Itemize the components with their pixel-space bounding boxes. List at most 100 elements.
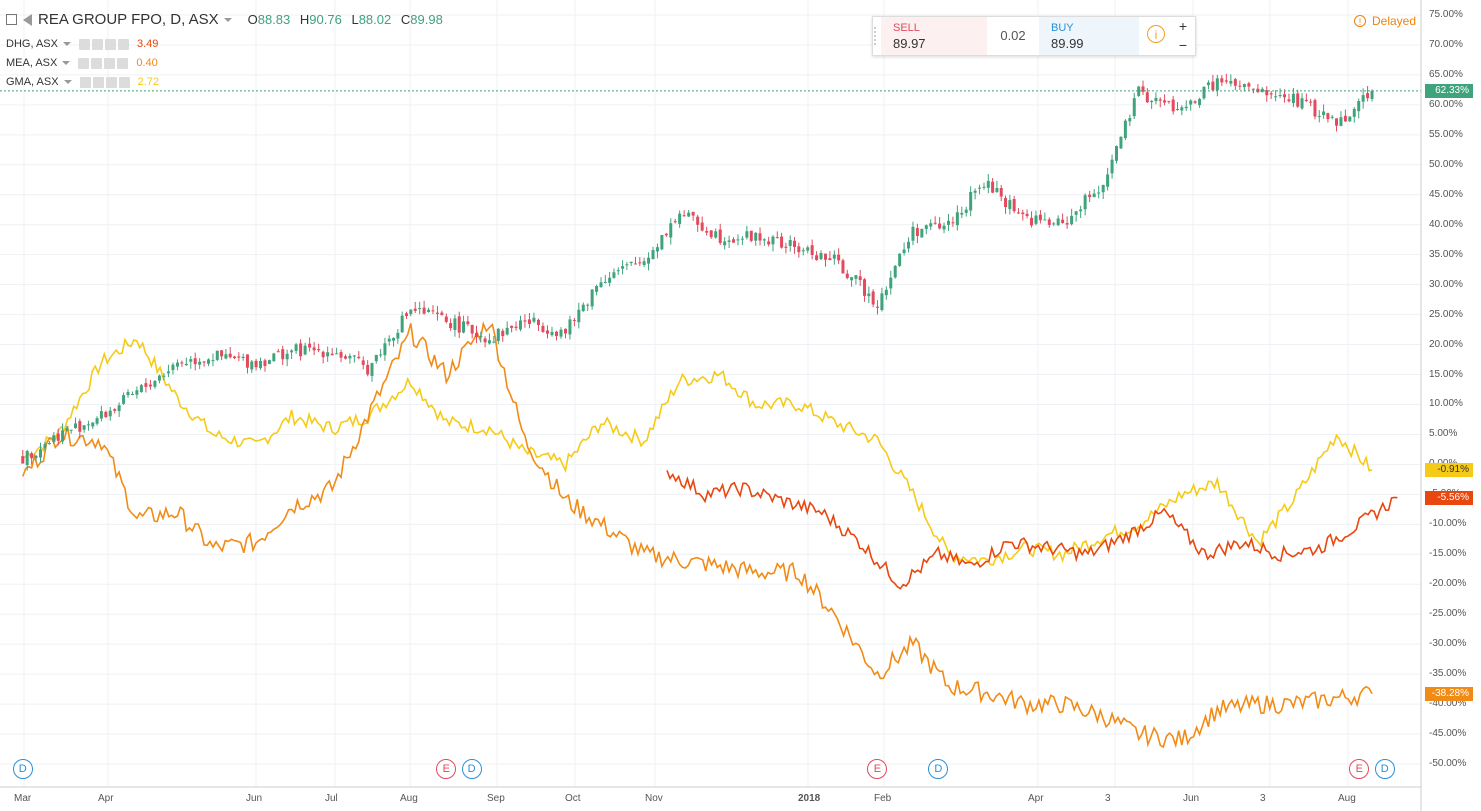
info-icon[interactable]: i [1147, 25, 1165, 43]
candle-body [312, 347, 316, 351]
candle-body [898, 253, 902, 266]
dividend-marker[interactable]: D [12, 759, 33, 779]
candle-body [841, 260, 845, 274]
drag-handle-icon[interactable] [874, 27, 880, 45]
chevron-down-icon[interactable] [223, 17, 232, 22]
candle-body [625, 264, 629, 266]
y-tick-label: 55.00% [1429, 128, 1463, 140]
candle-body [819, 252, 823, 260]
y-tick-label: -15.00% [1429, 548, 1467, 560]
plus-icon[interactable] [105, 76, 117, 88]
series-controls[interactable] [78, 57, 130, 69]
low-value: 88.02 [358, 12, 392, 27]
buy-label: BUY [1051, 22, 1074, 34]
candle-body [1300, 98, 1304, 109]
candle-body [153, 380, 157, 387]
candle-body [1357, 101, 1361, 112]
dividend-marker[interactable]: D [1374, 759, 1395, 779]
candle-body [326, 352, 330, 357]
candle-body [108, 410, 112, 417]
dividend-marker[interactable]: D [461, 759, 482, 779]
candle-body [586, 304, 590, 306]
eye-icon[interactable] [78, 38, 90, 50]
eye-icon[interactable] [79, 76, 91, 88]
chevron-down-icon[interactable] [62, 42, 71, 46]
candle-body [1047, 219, 1051, 225]
close-icon[interactable] [117, 38, 129, 50]
plus-icon[interactable] [104, 57, 116, 69]
candle-body [1061, 219, 1065, 224]
plus-icon[interactable] [104, 38, 116, 50]
gear-icon[interactable] [91, 38, 103, 50]
earnings-marker[interactable]: E [1349, 759, 1370, 779]
candle-body [52, 435, 56, 443]
candle-body [1128, 118, 1132, 122]
dividend-marker[interactable]: D [928, 759, 949, 779]
delayed-indicator[interactable]: ! Delayed [1354, 14, 1416, 28]
candle-body [823, 253, 827, 260]
sell-button[interactable]: SELL 89.97 [881, 17, 987, 55]
candle-body [767, 241, 771, 245]
candle-body [122, 395, 126, 404]
comparison-value: 3.49 [136, 38, 159, 50]
candle-body [1101, 184, 1105, 193]
candle-body [638, 262, 642, 264]
candle-body [308, 343, 312, 348]
buy-button[interactable]: BUY 89.99 [1039, 17, 1139, 55]
comparison-row-gma[interactable]: GMA, ASX 2.72 [6, 76, 159, 88]
series-controls[interactable] [78, 38, 131, 50]
earnings-marker[interactable]: E [436, 759, 457, 779]
y-tick-label: 40.00% [1429, 218, 1463, 230]
chevron-down-icon[interactable] [62, 61, 71, 65]
candle-body [267, 360, 271, 364]
comparison-row-mea[interactable]: MEA, ASX 0.40 [6, 57, 158, 69]
candle-body [1092, 193, 1096, 198]
close-icon[interactable] [118, 76, 130, 88]
candle-body [400, 315, 404, 333]
flag-icon[interactable] [23, 13, 32, 26]
candle-body [1180, 107, 1184, 111]
candle-body [47, 443, 51, 445]
candle-body [828, 258, 832, 261]
candle-body [135, 390, 139, 395]
candle-body [969, 191, 973, 211]
y-tick-label: 20.00% [1429, 338, 1463, 350]
gear-icon[interactable] [92, 76, 104, 88]
candle-body [634, 263, 638, 265]
candle-body [392, 337, 396, 341]
series-controls[interactable] [79, 76, 132, 88]
candle-body [718, 229, 722, 243]
close-icon[interactable] [117, 57, 129, 69]
earnings-marker[interactable]: E [867, 759, 888, 779]
candle-body [1012, 199, 1016, 212]
candle-body [867, 293, 871, 297]
candle-body [474, 332, 478, 338]
candle-body [612, 272, 616, 278]
collapse-icon[interactable] [6, 14, 17, 25]
candle-body [793, 240, 797, 247]
candle-body [113, 409, 117, 411]
candle-body [664, 233, 668, 236]
minus-icon[interactable]: − [1178, 37, 1188, 53]
candle-body [595, 286, 599, 292]
candle-body [211, 360, 215, 362]
candle-body [444, 316, 448, 322]
comparison-row-dhg[interactable]: DHG, ASX 3.49 [6, 38, 158, 50]
gear-icon[interactable] [91, 57, 103, 69]
buy-price: 89.99 [1051, 36, 1084, 51]
candle-body [166, 371, 170, 374]
candle-body [1251, 88, 1255, 90]
candle-body [884, 289, 888, 296]
candle-body [1097, 192, 1101, 194]
plus-icon[interactable]: + [1178, 18, 1188, 34]
eye-icon[interactable] [78, 57, 90, 69]
candle-body [1065, 223, 1069, 225]
candle-body [276, 351, 280, 353]
chevron-down-icon[interactable] [63, 80, 72, 84]
candle-body [727, 240, 731, 242]
candle-body [907, 241, 911, 249]
candle-body [250, 361, 254, 370]
candle-body [1202, 86, 1206, 99]
open-value: 88.83 [257, 12, 291, 27]
